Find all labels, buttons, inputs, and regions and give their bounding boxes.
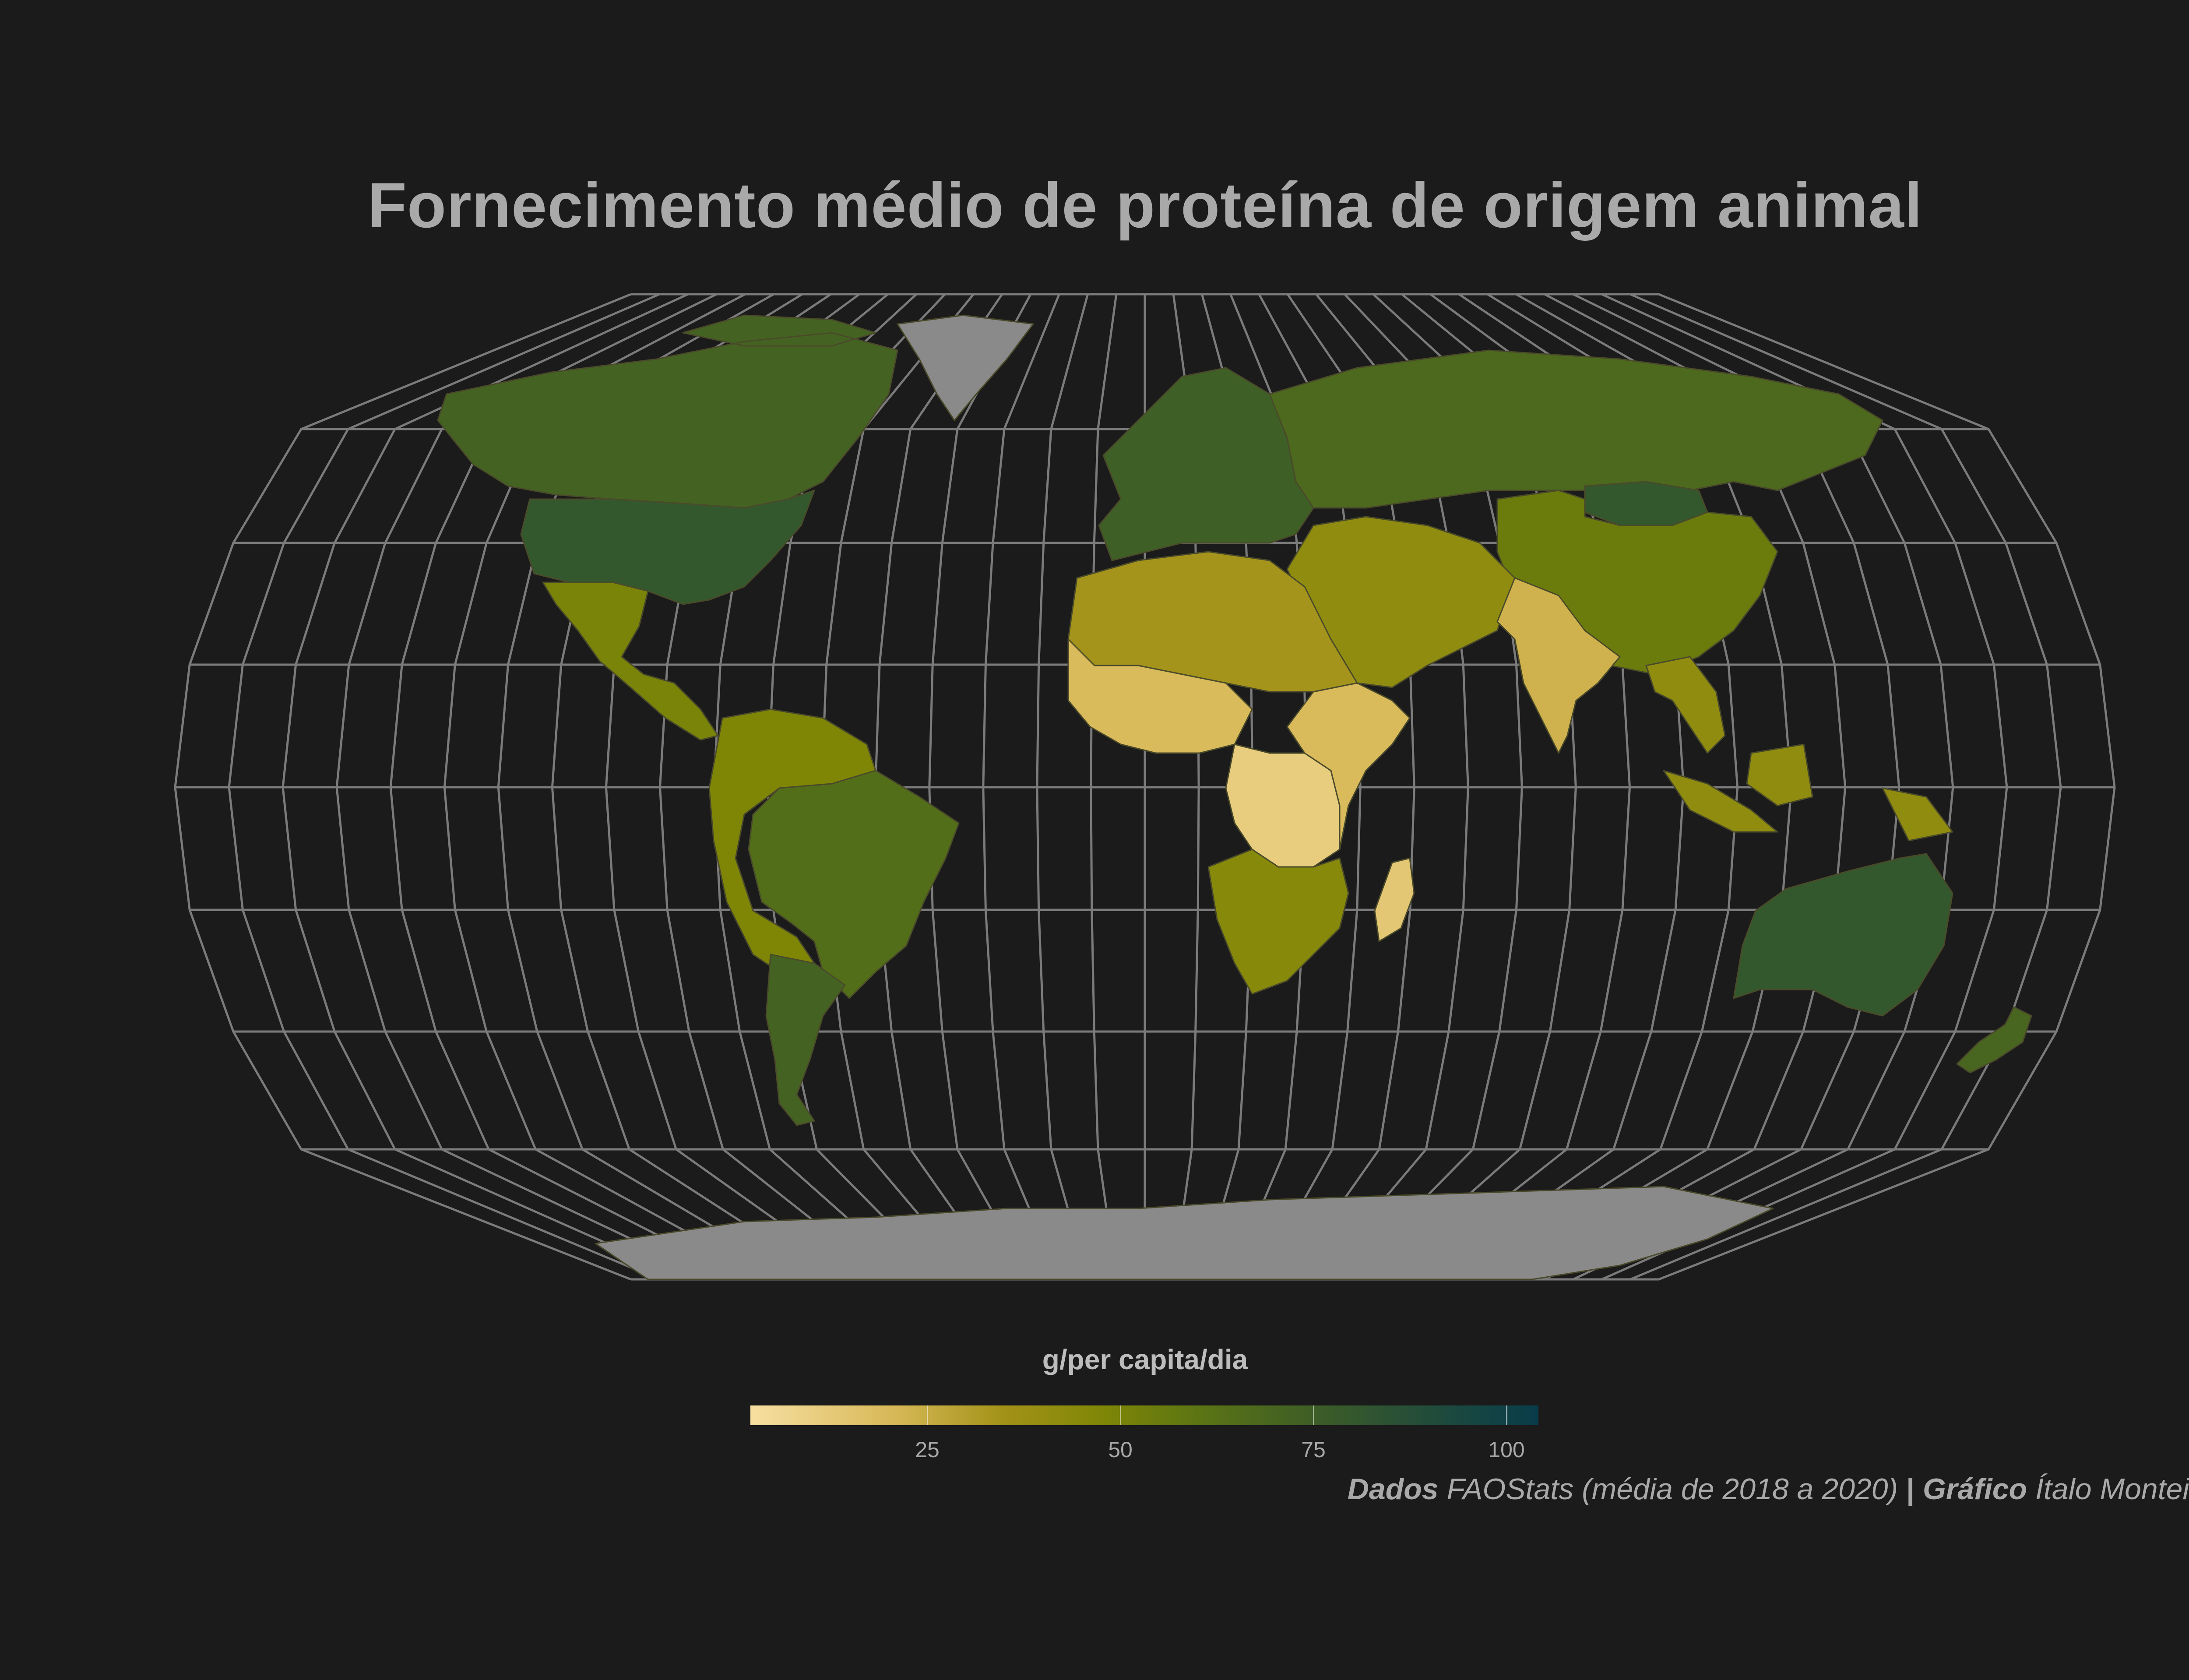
source-caption: Dados FAOStats (média de 2018 a 2020) | … [1348, 1472, 2189, 1506]
region-russia [1269, 349, 1883, 509]
legend-tick-mark [1506, 1405, 1507, 1425]
meridian-line [389, 293, 746, 1281]
meridian-line [282, 293, 689, 1281]
region-usa [520, 490, 815, 605]
legend-tick-mark [927, 1405, 928, 1425]
region-greenland [897, 314, 1034, 421]
land-regions [437, 314, 2032, 1280]
meridian-line [174, 293, 631, 1281]
caption-source-text: FAOStats (média de 2018 a 2020) [1446, 1472, 1898, 1506]
meridian-line [1601, 293, 2008, 1281]
region-europe [1098, 367, 1314, 561]
caption-separator: | [1906, 1472, 1915, 1506]
meridian-line [228, 293, 660, 1281]
region-north-america-north [437, 314, 898, 509]
legend-tick-label: 75 [1301, 1437, 1326, 1462]
legend-title: g/per capita/dia [1042, 1344, 1248, 1375]
meridian-line [928, 293, 1032, 1280]
legend-tick-label: 100 [1488, 1437, 1525, 1462]
meridian-line [1573, 293, 1954, 1281]
meridian-line [1658, 293, 2116, 1281]
caption-author-label: Gráfico [1923, 1472, 2027, 1506]
region-new-zealand [1956, 1006, 2032, 1074]
region-southeast-asia [1645, 656, 1953, 842]
region-argentina [765, 954, 846, 1126]
legend-tick-label: 50 [1108, 1437, 1133, 1462]
region-southern-africa [1207, 849, 1349, 995]
meridian-line [1090, 294, 1118, 1280]
caption-source-label: Dados [1347, 1472, 1439, 1506]
meridian-line [1629, 293, 2062, 1281]
region-mexico-central-america [542, 581, 719, 741]
region-madagascar [1374, 857, 1415, 942]
region-central-africa [1225, 743, 1341, 868]
meridian-line [1036, 294, 1089, 1280]
meridian-line [335, 293, 717, 1281]
legend-tick-mark [1313, 1405, 1314, 1425]
caption-author-text: Ítalo Monteiro [2035, 1472, 2189, 1506]
legend-tick-mark [1120, 1405, 1121, 1425]
legend-colorbar [750, 1405, 1538, 1425]
region-india [1496, 577, 1621, 754]
region-antarctica [595, 1186, 1774, 1280]
region-brazil [748, 770, 960, 999]
chart-title: Fornecimento médio de proteína de origem… [367, 169, 1923, 241]
meridian-line [982, 294, 1060, 1280]
legend-tick-label: 25 [915, 1437, 940, 1462]
region-east-africa [1286, 682, 1411, 850]
region-australia [1733, 853, 1953, 1017]
region-south-america-north [708, 708, 876, 973]
